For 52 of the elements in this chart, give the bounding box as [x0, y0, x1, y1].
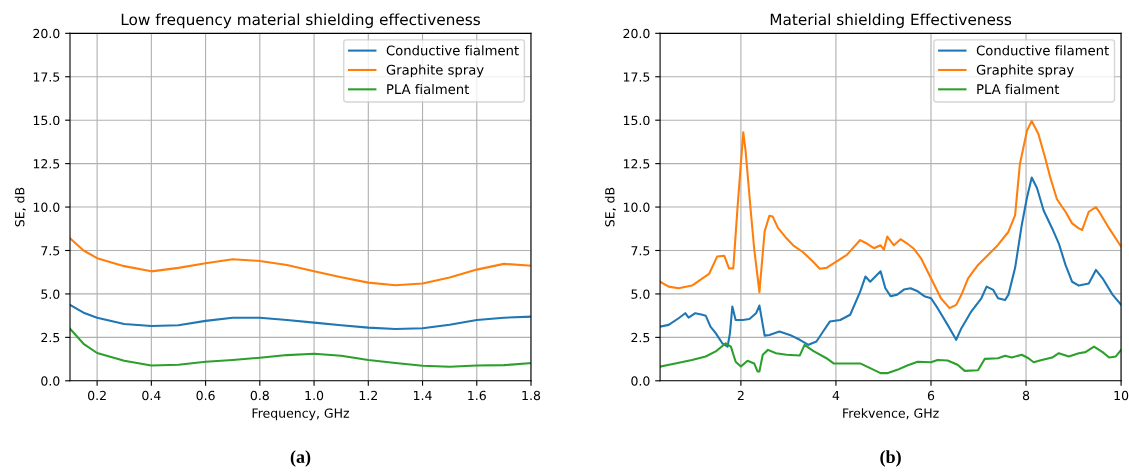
x-tick-label: 8	[1022, 390, 1030, 401]
line-series	[660, 342, 1122, 375]
y-tick-label: 12.5	[33, 159, 60, 169]
y-tick-label: 0.0	[41, 376, 60, 386]
y-axis-title: SE, dB	[604, 187, 616, 227]
y-tick-label: 17.5	[623, 72, 650, 82]
y-tick-label: 7.5	[41, 246, 60, 256]
legend-label: Graphite spray	[386, 64, 484, 78]
y-tick-label: 17.5	[33, 72, 60, 82]
legend-label: PLA fialment	[387, 83, 470, 95]
y-tick-label: 20.0	[33, 28, 60, 39]
y-tick-label: 2.5	[631, 332, 650, 343]
x-tick-label: 1.2	[359, 390, 377, 401]
y-tick-label: 20.0	[623, 28, 650, 39]
text: (b)	[880, 450, 901, 467]
x-tick-label: 0.4	[142, 390, 161, 401]
y-tick-label: 0.0	[631, 376, 650, 386]
line-series	[70, 237, 532, 287]
x-tick-label: 1.8	[522, 390, 541, 401]
y-tick-label: 10.0	[623, 202, 650, 212]
x-axis-title: Frekvence, GHz	[843, 408, 939, 420]
chart-title: Low frequency material shielding effectiveness	[121, 13, 480, 29]
y-tick-label: 7.5	[631, 246, 650, 256]
text: (a)	[290, 450, 311, 467]
x-tick-label: 0.6	[196, 390, 215, 401]
x-tick-label: 6	[927, 390, 935, 401]
y-tick-label: 15.0	[623, 115, 650, 126]
line-series	[660, 176, 1122, 348]
legend-label: Conductive fialment	[386, 45, 519, 56]
y-tick-label: 10.0	[33, 202, 60, 212]
x-tick-label: 1.6	[468, 390, 486, 401]
legend-label: Conductive filament	[976, 45, 1109, 56]
x-tick-label: 0.8	[250, 390, 269, 401]
x-tick-label: 1.0	[305, 390, 324, 401]
x-tick-label: 1.4	[413, 390, 432, 401]
y-tick-label: 15.0	[33, 115, 60, 126]
x-tick-label: 0.2	[88, 390, 106, 401]
y-tick-label: 12.5	[623, 159, 650, 169]
line-series	[70, 327, 532, 368]
x-tick-label: 4	[832, 390, 840, 401]
line-series	[70, 303, 532, 331]
y-tick-label: 5.0	[631, 289, 650, 299]
legend-label: PLA fialment	[977, 83, 1060, 95]
x-axis-title: Frequency, GHz	[252, 408, 350, 421]
y-axis-title: SE, dB	[14, 187, 26, 227]
legend-label: Graphite spray	[976, 64, 1074, 78]
chart-title: Material shielding Effectiveness	[770, 13, 1012, 29]
x-tick-label: 2	[737, 390, 744, 401]
line-series	[660, 120, 1122, 310]
y-tick-label: 5.0	[41, 289, 60, 299]
x-tick-label: 10	[1114, 390, 1129, 401]
y-tick-label: 2.5	[41, 332, 60, 343]
